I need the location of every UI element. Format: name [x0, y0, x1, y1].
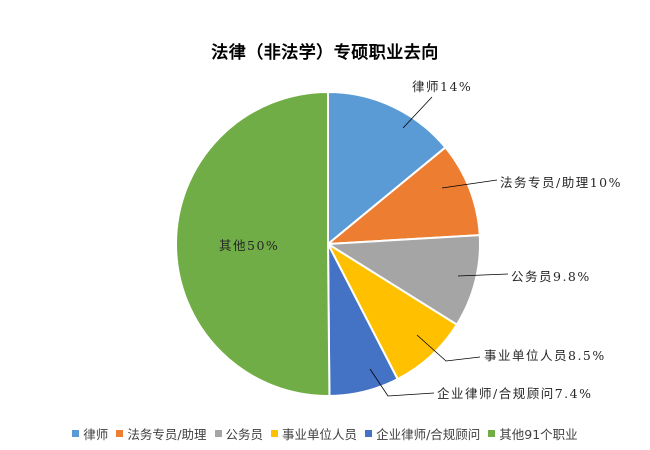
- legend-swatch-icon: [488, 430, 496, 437]
- data-label-other: 其他50%: [219, 238, 280, 253]
- leader-line: [457, 273, 509, 277]
- legend-label: 事业单位人员: [282, 427, 358, 442]
- leader-line: [402, 96, 433, 129]
- data-label-civil-servant: 公务员9.8%: [511, 269, 591, 284]
- legend-swatch-icon: [214, 430, 222, 437]
- data-label-corporate-counsel: 企业律师/合规顾问7.4%: [437, 386, 593, 401]
- slice-other: [175, 90, 331, 397]
- chart-legend: 律师 法务专员/助理 公务员 事业单位人员 企业律师/合规顾问 其他91个职业: [0, 424, 650, 443]
- slice-lawyer: [327, 90, 447, 247]
- leader-line: [369, 368, 435, 397]
- legend-label: 律师: [83, 427, 109, 442]
- chart-title: 法律（非法学）专硕职业去向: [211, 43, 439, 63]
- legend-item: 法务专员/助理: [116, 424, 207, 443]
- legend-item: 律师: [72, 424, 108, 443]
- leader-line: [441, 179, 498, 189]
- slice-legal-specialist: [324, 146, 481, 246]
- legend-item: 事业单位人员: [271, 424, 357, 443]
- legend-label: 其他91个职业: [499, 427, 578, 442]
- data-label-lawyer: 律师14%: [412, 79, 473, 94]
- legend-label: 企业律师/合规顾问: [376, 427, 481, 442]
- legend-item: 其他91个职业: [488, 424, 578, 443]
- legend-label: 法务专员/助理: [127, 427, 207, 442]
- data-label-public-institution: 事业单位人员8.5%: [484, 348, 606, 363]
- legend-swatch-icon: [271, 430, 279, 437]
- legend-swatch-icon: [72, 430, 80, 437]
- leader-line: [416, 334, 481, 362]
- legend-swatch-icon: [116, 430, 124, 437]
- legend-label: 公务员: [225, 427, 264, 442]
- legend-item: 公务员: [214, 424, 264, 443]
- data-label-legal-specialist: 法务专员/助理10%: [500, 175, 622, 190]
- legend-swatch-icon: [365, 430, 373, 437]
- slice-civil-servant: [324, 234, 481, 327]
- legend-item: 企业律师/合规顾问: [365, 424, 480, 443]
